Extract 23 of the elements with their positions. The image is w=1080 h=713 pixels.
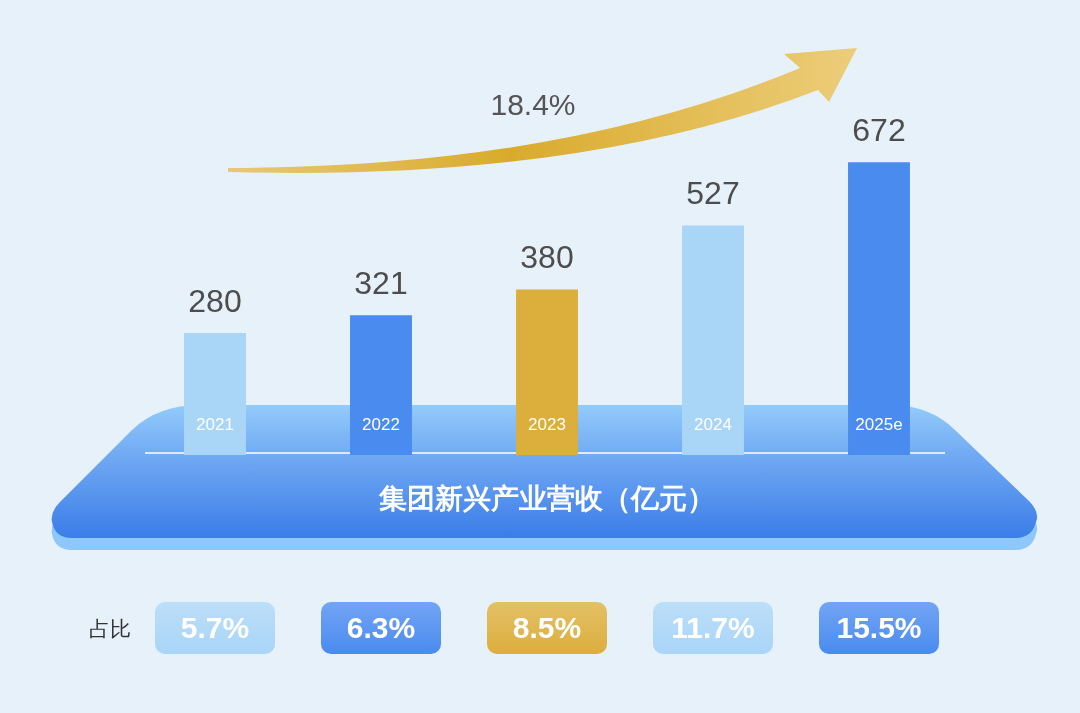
text: 占比 — [89, 616, 131, 642]
text: 集团新兴产业营收（亿元） — [378, 482, 715, 514]
x-tick-label: 2023 — [528, 414, 566, 434]
data-label: 672 — [852, 112, 906, 149]
badge: 6.3% — [321, 602, 441, 654]
x-tick-label: 2021 — [196, 414, 234, 434]
badge: 5.7% — [155, 602, 275, 654]
bar — [184, 333, 246, 455]
badge: 8.5% — [487, 602, 607, 654]
x-tick-label: 2022 — [362, 414, 400, 434]
badge: 11.7% — [653, 602, 773, 654]
bar — [516, 289, 578, 455]
data-label: 527 — [686, 175, 740, 212]
bar — [350, 315, 412, 455]
x-tick-label: 2024 — [694, 414, 732, 434]
bar — [682, 225, 744, 455]
data-label: 380 — [520, 239, 574, 276]
text: 18.4% — [490, 88, 576, 122]
data-label: 321 — [354, 264, 408, 301]
data-label: 280 — [188, 282, 242, 319]
x-tick-label: 2025e — [855, 414, 903, 434]
bar — [848, 162, 910, 455]
badge: 15.5% — [819, 602, 939, 654]
